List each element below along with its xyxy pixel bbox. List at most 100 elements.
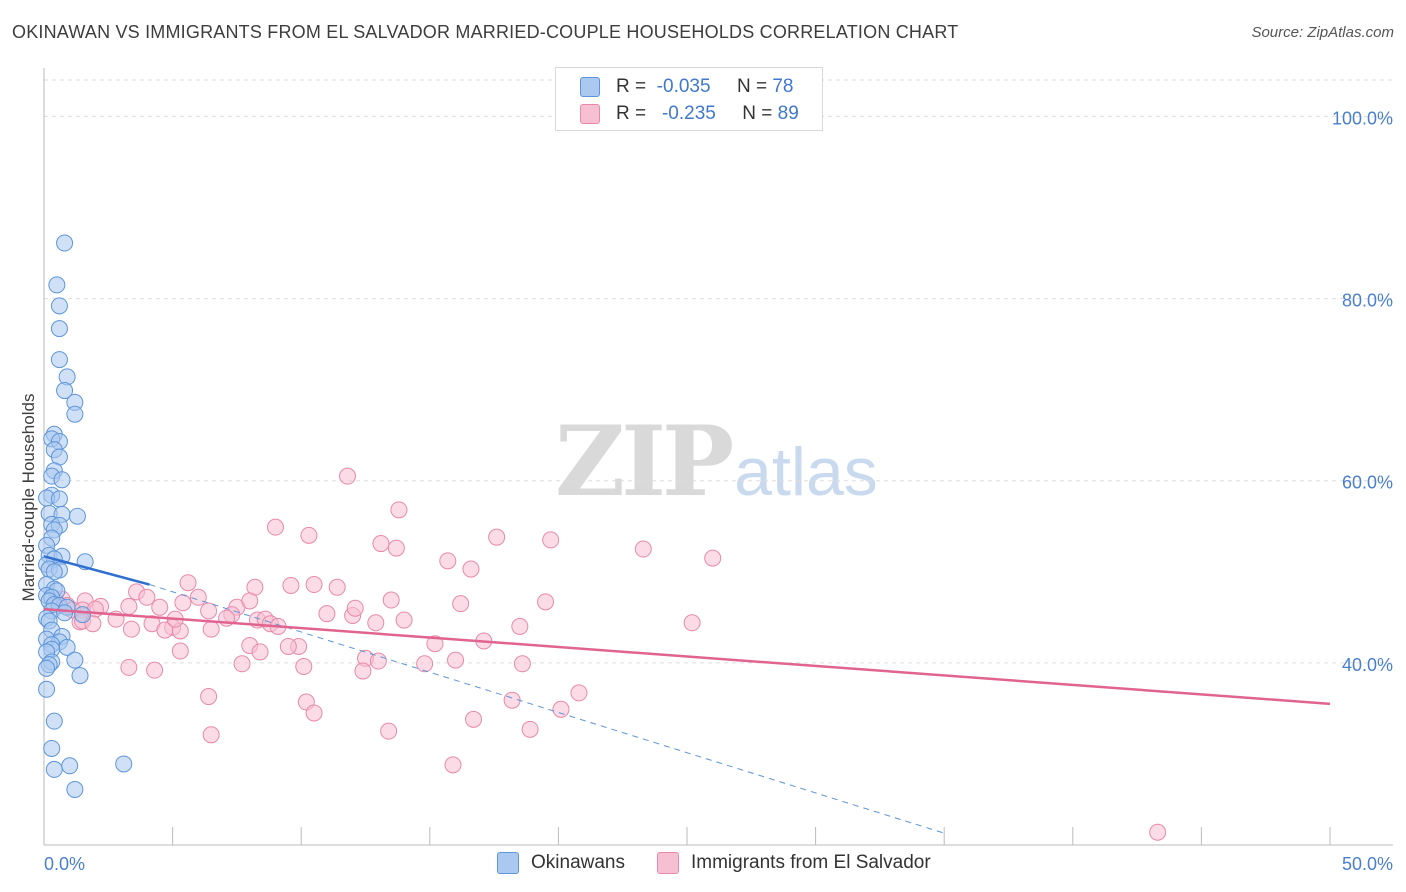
legend-n-label: N = <box>736 76 768 97</box>
x-tick-label: 0.0% <box>44 854 85 874</box>
pink-point <box>634 540 652 558</box>
pink-point <box>241 592 259 610</box>
pink-point <box>202 726 220 744</box>
pink-point <box>570 684 588 702</box>
pink-point <box>328 578 346 596</box>
y-tick-label: 60.0% <box>1342 473 1393 493</box>
legend-n-value: 89 <box>777 103 799 124</box>
pink-swatch <box>657 852 679 874</box>
legend-label-okinawans: Okinawans <box>531 852 625 873</box>
watermark: ZIPatlas <box>555 405 878 518</box>
blue-point <box>43 739 61 757</box>
blue-point <box>66 651 84 669</box>
legend-row-okinawans: R = -0.035 N = 78 <box>580 75 793 99</box>
blue-point <box>50 320 68 338</box>
y-tick-label: 40.0% <box>1342 655 1393 675</box>
legend-n-value: 78 <box>772 76 794 97</box>
blue-point <box>50 351 68 369</box>
legend-item-el-salvador: Immigrants from El Salvador <box>657 852 931 874</box>
pink-point <box>380 722 398 740</box>
pink-point <box>416 655 434 673</box>
blue-point <box>45 712 63 730</box>
pink-point <box>552 700 570 718</box>
y-tick-label: 80.0% <box>1342 291 1393 311</box>
pink-point <box>266 518 284 536</box>
pink-point <box>282 576 300 594</box>
pink-point <box>537 593 555 611</box>
pink-point <box>444 756 462 774</box>
pink-point <box>683 614 701 632</box>
y-axis-label: Married-couple Households <box>19 394 38 602</box>
blue-point <box>45 760 63 778</box>
blue-point <box>56 234 74 252</box>
pink-point <box>305 576 323 594</box>
pink-point <box>372 535 390 553</box>
pink-point <box>369 652 387 670</box>
blue-trend-extension <box>149 584 945 834</box>
pink-point <box>200 688 218 706</box>
pink-point <box>200 602 218 620</box>
pink-point <box>279 637 297 655</box>
blue-trend-line <box>43 555 150 586</box>
pink-point <box>542 531 560 549</box>
x-tick-label: 50.0% <box>1342 854 1393 874</box>
pink-point <box>202 620 220 638</box>
blue-point <box>50 297 68 315</box>
watermark-zip: ZIP <box>555 405 734 518</box>
pink-point <box>354 662 372 680</box>
pink-point <box>305 704 323 722</box>
legend-r-value: -0.235 <box>661 103 716 124</box>
legend-item-okinawans: Okinawans <box>497 852 625 874</box>
pink-point <box>426 635 444 653</box>
axis-labels: 40.0% 60.0% 80.0% 100.0% 0.0% 50.0% Married-co… <box>19 108 1393 874</box>
blue-point <box>45 563 63 581</box>
pink-point <box>151 598 169 616</box>
pink-point <box>382 591 400 609</box>
pink-point <box>387 539 405 557</box>
blue-point <box>66 780 84 798</box>
blue-swatch <box>580 77 600 97</box>
pink-point <box>189 588 207 606</box>
pink-point <box>318 605 336 623</box>
blue-point <box>50 490 68 508</box>
legend-r-label: R = <box>616 103 647 124</box>
blue-point <box>53 471 71 489</box>
pink-point <box>300 526 318 544</box>
legend-r-value: -0.035 <box>656 76 711 97</box>
pink-point <box>704 549 722 567</box>
chart-title: OKINAWAN VS IMMIGRANTS FROM EL SALVADOR … <box>12 22 959 42</box>
trend-lines <box>43 555 1331 834</box>
blue-swatch <box>497 852 519 874</box>
legend-r-label: R = <box>616 76 647 97</box>
pink-point <box>511 617 529 635</box>
pink-point <box>295 658 313 675</box>
blue-point <box>66 405 84 423</box>
series-legend: Okinawans Immigrants from El Salvador <box>0 852 1406 878</box>
pink-point <box>521 720 539 738</box>
pink-point <box>174 594 192 612</box>
blue-point <box>38 659 56 677</box>
blue-point <box>38 680 56 698</box>
blue-point <box>61 757 79 775</box>
pink-point <box>233 655 251 673</box>
correlation-legend: R = -0.035 N = 78 R = -0.235 N = 89 <box>555 67 823 131</box>
pink-point <box>122 620 140 638</box>
pink-point <box>138 588 156 606</box>
blue-points-layer <box>38 234 133 798</box>
pink-point <box>179 574 197 592</box>
pink-point <box>462 560 480 578</box>
y-tick-label: 100.0% <box>1332 108 1393 128</box>
pink-points-layer <box>48 467 1167 841</box>
pink-point <box>1149 823 1167 841</box>
grid-lines <box>44 79 1393 664</box>
pink-point <box>488 528 506 546</box>
blue-point <box>48 276 66 294</box>
blue-point <box>115 755 133 773</box>
blue-point <box>56 382 74 400</box>
pink-point <box>447 651 465 669</box>
pink-point <box>452 595 470 613</box>
legend-row-el-salvador: R = -0.235 N = 89 <box>580 102 799 126</box>
blue-point <box>68 507 86 525</box>
pink-point <box>338 467 356 485</box>
